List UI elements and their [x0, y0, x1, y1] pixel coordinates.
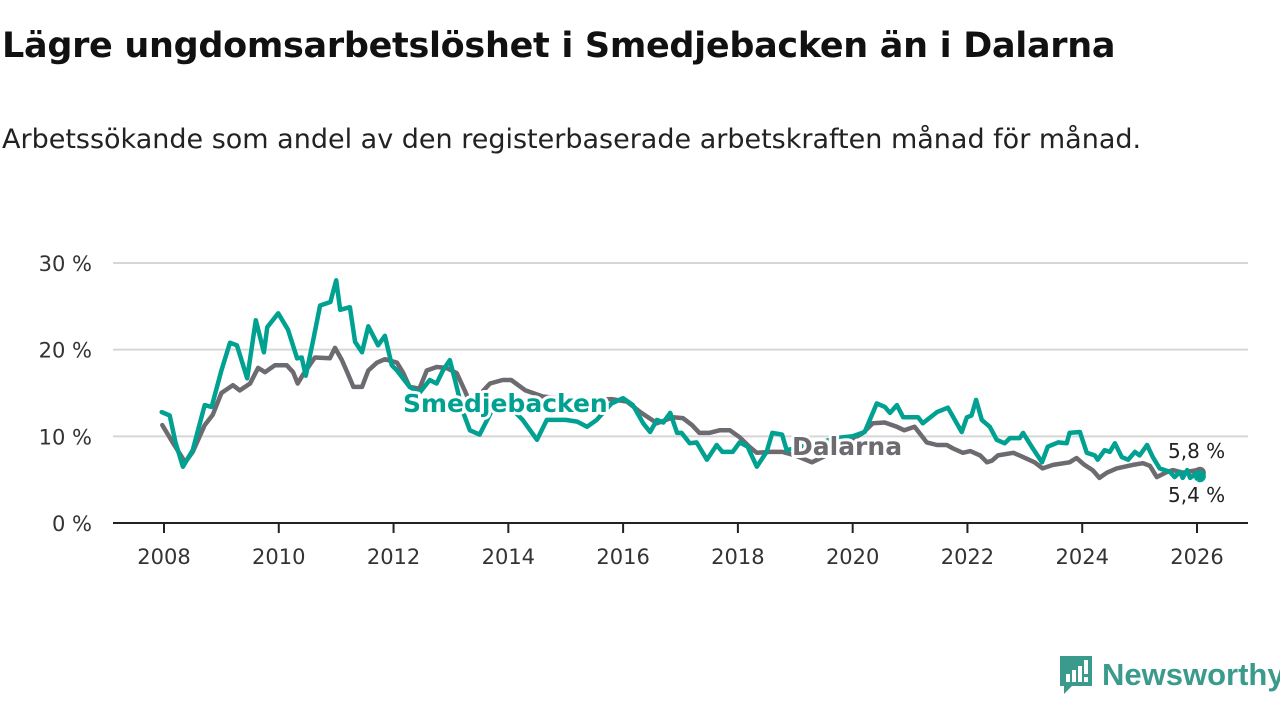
- y-tick-label: 0 %: [52, 512, 92, 536]
- series-line-dalarna: [160, 345, 1203, 481]
- x-tick-label: 2008: [137, 545, 190, 569]
- y-tick-label: 30 %: [39, 252, 92, 276]
- y-tick-label: 20 %: [39, 339, 92, 363]
- x-tick-label: 2014: [482, 545, 535, 569]
- x-tick-label: 2018: [711, 545, 764, 569]
- series-line-smedjebacken: [159, 278, 1203, 481]
- series-label-dalarna: Dalarna: [792, 432, 902, 461]
- x-axis-ticks: 2008 2010 2012 2014 2016 2018 2020 2022 2024 2026: [137, 523, 1224, 569]
- end-value-label-dalarna: 5,8 %: [1168, 439, 1225, 463]
- chart-subtitle: Arbetssökande som andel av den registerb…: [2, 124, 1142, 155]
- series-label-smedjebacken: Smedjebacken: [403, 389, 608, 418]
- chart-title: Lägre ungdomsarbetslöshet i Smedjebacken…: [2, 26, 1116, 66]
- x-tick-label: 2010: [252, 545, 305, 569]
- series-lines: [159, 278, 1206, 483]
- y-axis-ticks: 0 % 10 % 20 % 30 %: [39, 252, 92, 536]
- end-value-label-smedjebacken: 5,4 %: [1168, 483, 1225, 507]
- brand-name: Newsworthy: [1102, 657, 1280, 692]
- gridlines: [113, 262, 1248, 524]
- end-point-smedjebacken: [1193, 470, 1206, 483]
- x-tick-label: 2016: [596, 545, 649, 569]
- x-tick-label: 2012: [367, 545, 420, 569]
- newsworthy-logo: Newsworthy: [1058, 654, 1280, 696]
- newsworthy-logo-icon: [1060, 656, 1092, 694]
- x-tick-label: 2026: [1170, 545, 1223, 569]
- x-tick-label: 2020: [826, 545, 879, 569]
- y-tick-label: 10 %: [39, 425, 92, 449]
- series-labels: Dalarna 5,8 % Smedjebacken 5,4 %: [400, 386, 1228, 510]
- x-tick-label: 2022: [941, 545, 994, 569]
- x-tick-label: 2024: [1055, 545, 1108, 569]
